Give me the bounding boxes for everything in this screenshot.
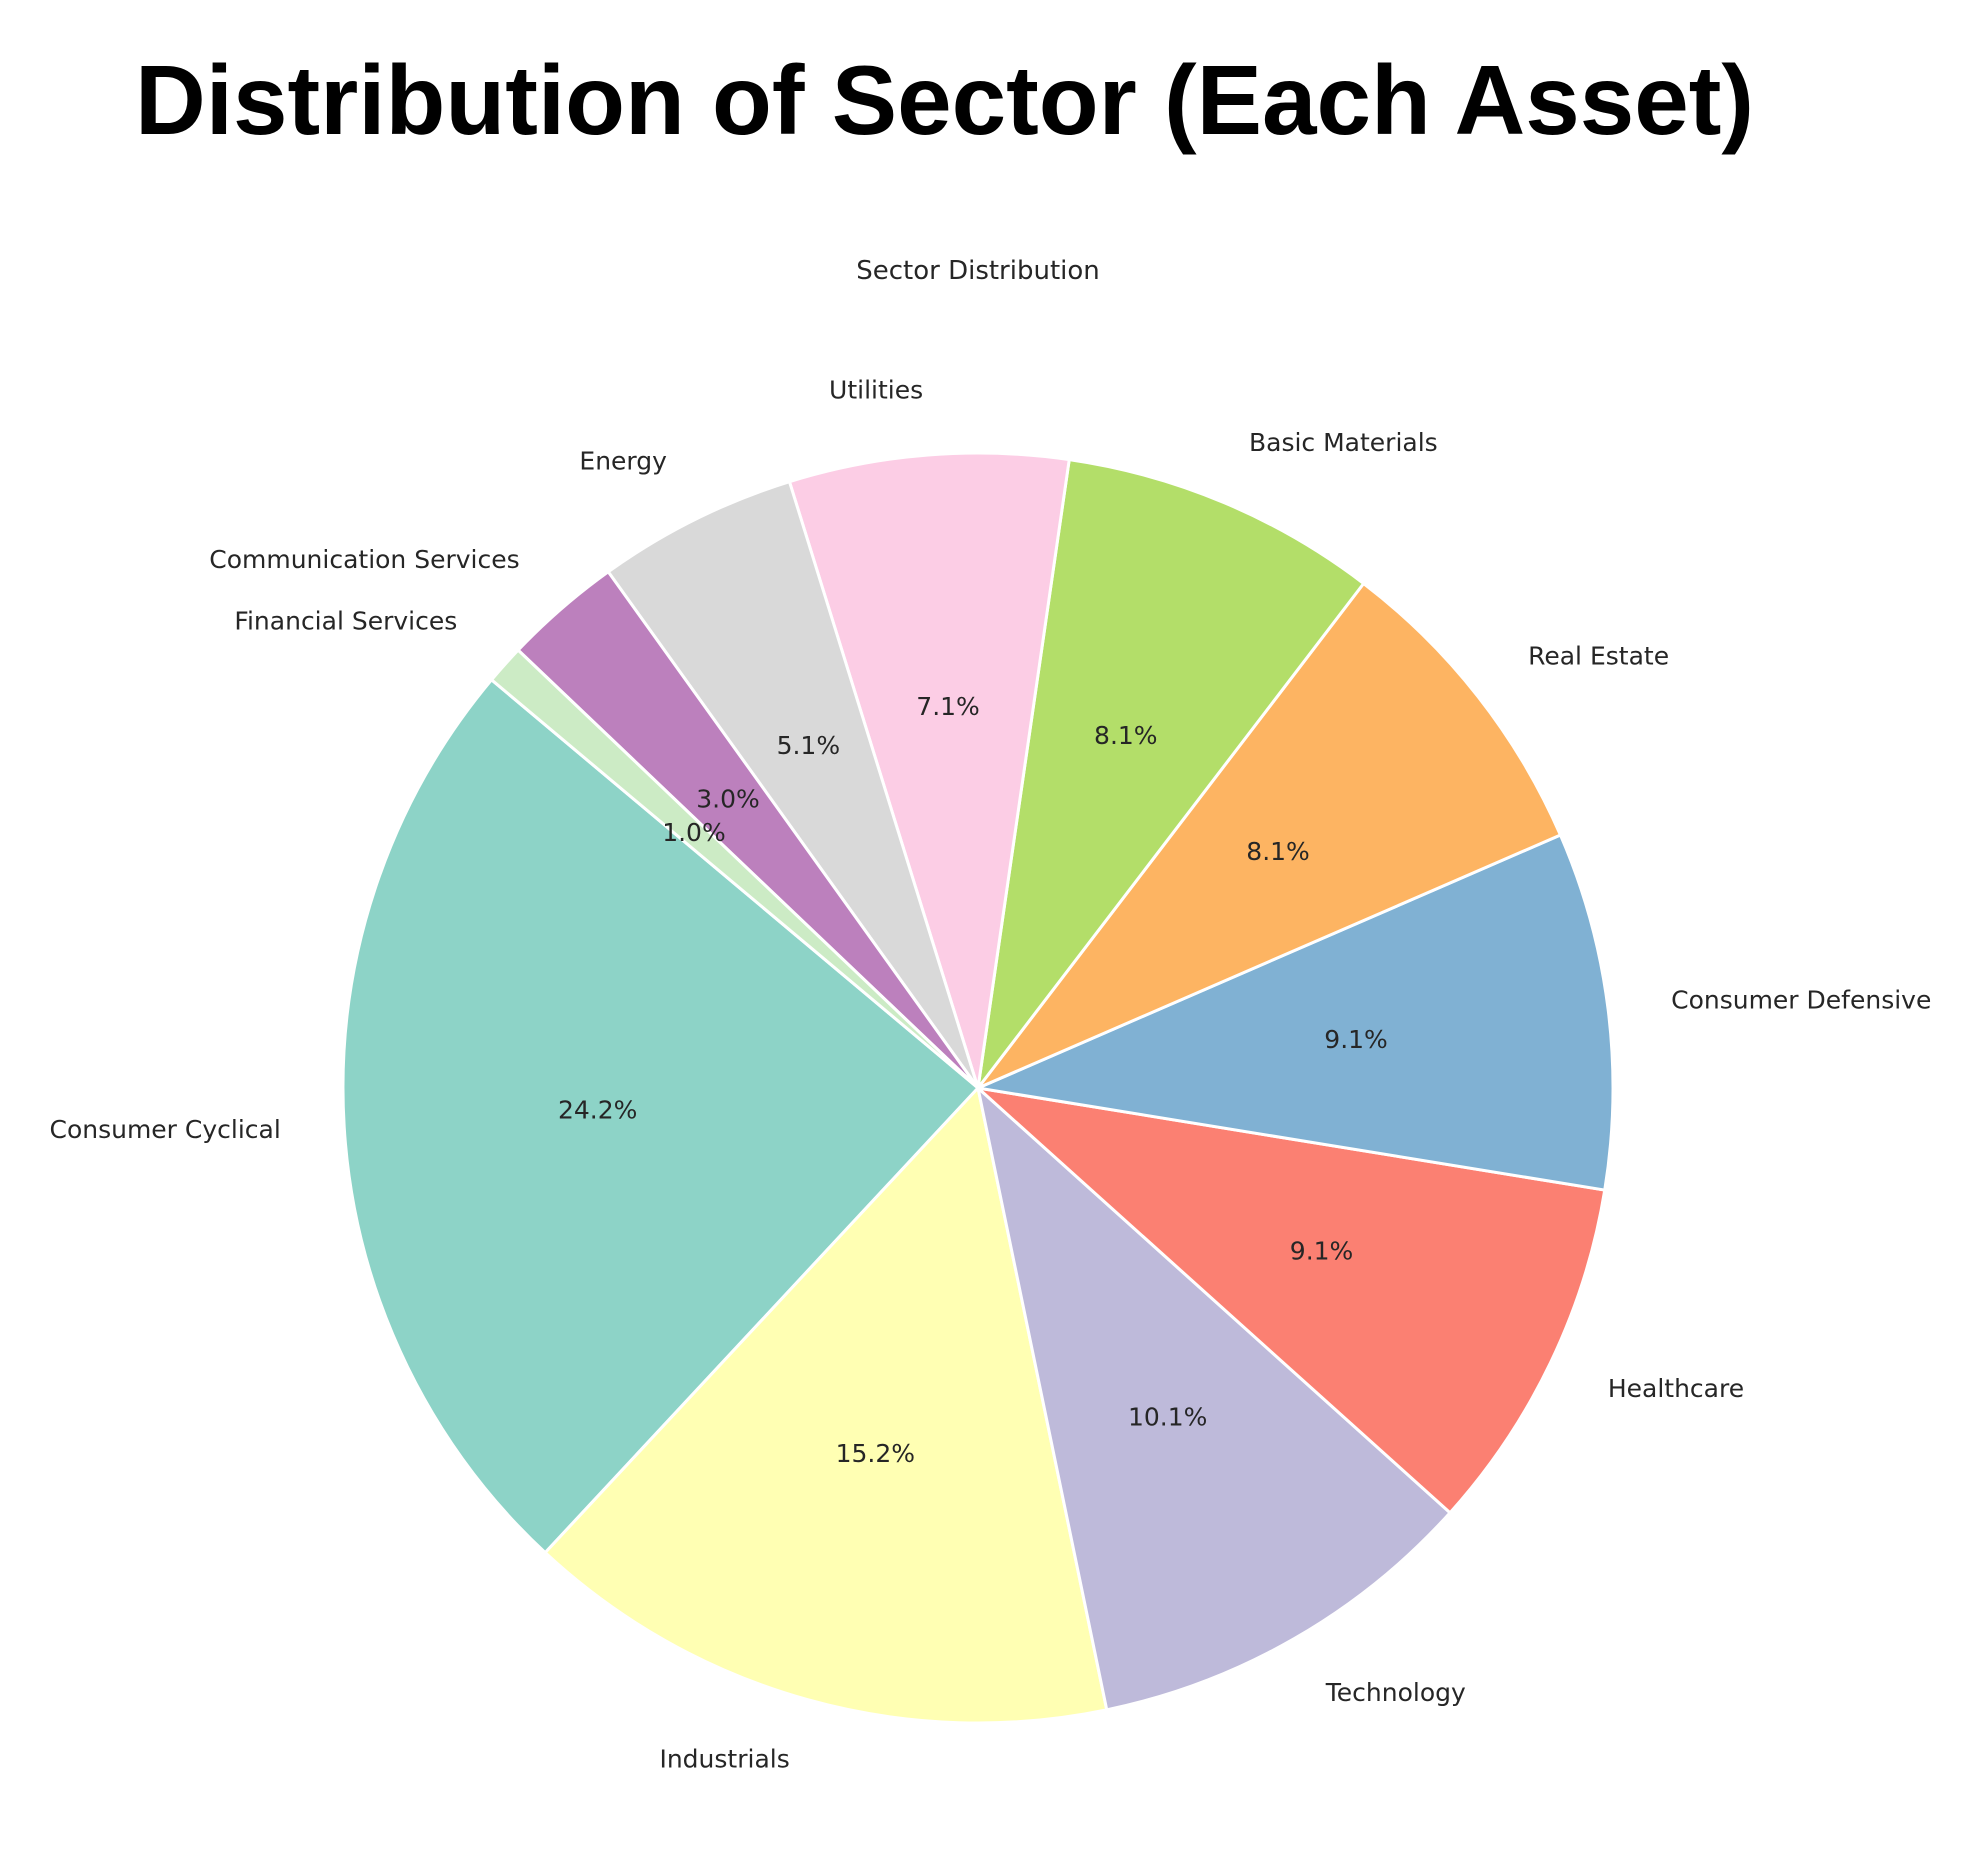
label-industrials: Industrials <box>659 1745 789 1774</box>
pie-percent-labels: 24.2% 15.2% 10.1% 9.1% 9.1% 8.1% 8.1% 7.1% 5.1% 3… <box>558 692 1388 1468</box>
pct-label-healthcare: 9.1% <box>1290 1237 1354 1266</box>
label-energy: Energy <box>579 447 667 476</box>
label-real-estate: Real Estate <box>1528 642 1669 671</box>
label-consumer-cyclical: Consumer Cyclical <box>49 1115 280 1144</box>
pct-label-basic-materials: 8.1% <box>1094 721 1158 750</box>
label-consumer-defensive: Consumer Defensive <box>1671 986 1931 1015</box>
pie-slice-consumer-defensive <box>976 833 1615 1192</box>
label-utilities: Utilities <box>829 376 923 405</box>
pct-label-communication-services: 3.0% <box>696 784 760 813</box>
pie-slice-technology <box>976 1086 1452 1712</box>
pct-label-technology: 10.1% <box>1128 1402 1207 1431</box>
page-title: Distribution of Sector (Each Asset) <box>135 45 1755 155</box>
pie-slice-industrials <box>543 1086 1109 1725</box>
label-healthcare: Healthcare <box>1608 1374 1744 1403</box>
pie-slice-energy <box>606 480 980 1090</box>
pct-label-utilities: 7.1% <box>916 692 980 721</box>
pie-slice-basic-materials <box>976 458 1366 1090</box>
chart-title: Sector Distribution <box>856 256 1100 286</box>
pct-label-consumer-cyclical: 24.2% <box>558 1095 637 1124</box>
pct-label-consumer-defensive: 9.1% <box>1324 1025 1388 1054</box>
label-technology: Technology <box>1325 1678 1466 1707</box>
label-communication-services: Communication Services <box>209 545 519 574</box>
pct-label-industrials: 15.2% <box>836 1439 915 1468</box>
pie-slices <box>341 451 1615 1725</box>
pie-slice-consumer-cyclical <box>341 678 980 1555</box>
label-financial-services: Financial Services <box>234 606 457 635</box>
pie-slice-financial-services <box>490 648 980 1090</box>
pct-label-financial-services: 1.0% <box>662 818 726 847</box>
pie-category-labels: Consumer Cyclical Industrials Technology He… <box>49 376 1931 1774</box>
label-basic-materials: Basic Materials <box>1249 428 1438 457</box>
pct-label-real-estate: 8.1% <box>1246 837 1310 866</box>
pct-label-energy: 5.1% <box>777 731 841 760</box>
pie-slice-healthcare <box>976 1086 1607 1515</box>
pie-slice-real-estate <box>976 582 1562 1090</box>
pie-slice-utilities <box>787 451 1071 1090</box>
